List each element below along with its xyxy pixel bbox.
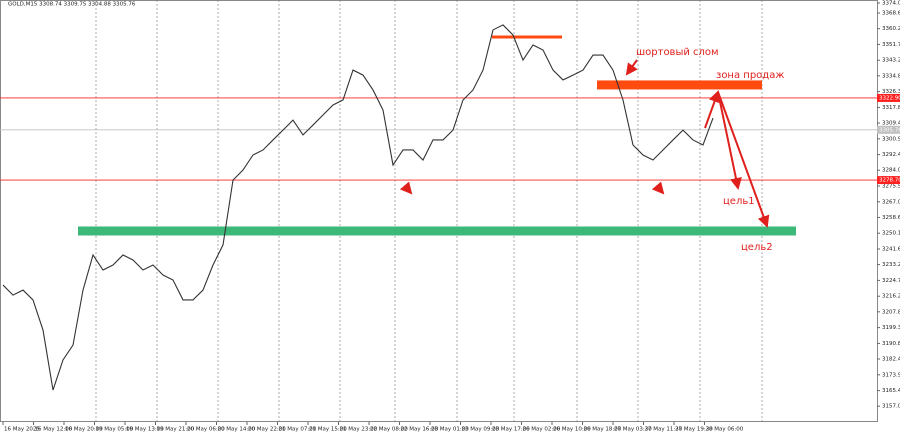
x-tick-label: 20 May 14:00 xyxy=(218,427,256,433)
price-level-box xyxy=(877,93,900,102)
x-tick-label: 19 May 21:00 xyxy=(157,427,195,433)
arrow xyxy=(651,181,665,195)
y-tick-label: 3157.00 xyxy=(882,404,900,410)
y-tick-label: 3207.80 xyxy=(882,309,900,315)
y-tick-label: 3309.40 xyxy=(882,121,900,127)
x-tick-label: 22 May 16:00 xyxy=(401,427,439,433)
x-tick-label: 16 May 12:00 xyxy=(35,427,73,433)
y-tick-label: 3182.40 xyxy=(882,357,900,363)
x-tick-label: 27 May 03:30 xyxy=(614,427,652,433)
plot-frame xyxy=(0,0,878,422)
annotation: шортовый слом xyxy=(636,47,719,58)
x-tick-label: 26 May 02:00 xyxy=(523,427,561,433)
y-tick-label: 3241.60 xyxy=(882,247,900,253)
y-tick-label: 3351.70 xyxy=(882,42,900,48)
price-level-label: 3305.76 xyxy=(879,127,900,133)
y-tick-label: 3216.20 xyxy=(882,294,900,300)
x-tick-label: 27 May 11:30 xyxy=(645,427,683,433)
y-tick-label: 3267.00 xyxy=(882,199,900,205)
arrow xyxy=(717,91,770,228)
zone xyxy=(78,226,796,236)
x-tick-label: 19 May 05:00 xyxy=(96,427,134,433)
y-tick-label: 3250.10 xyxy=(882,231,900,237)
x-tick-label: 16 May 2025 xyxy=(4,427,40,433)
arrow xyxy=(399,181,413,195)
y-tick-label: 3368.60 xyxy=(882,11,900,17)
arrow xyxy=(717,91,742,190)
y-tick-label: 3292.40 xyxy=(882,152,900,158)
price-line xyxy=(2,24,714,391)
x-tick-label: 23 May 09:00 xyxy=(462,427,500,433)
zone xyxy=(597,80,762,90)
x-tick-label: 26 May 18:00 xyxy=(584,427,622,433)
arrow xyxy=(625,59,638,76)
x-tick-label: 22 May 08:00 xyxy=(370,427,408,433)
annotation: цель1 xyxy=(723,196,755,207)
y-tick-label: 3343.20 xyxy=(882,58,900,64)
x-tick-label: 20 May 06:00 xyxy=(187,427,225,433)
y-tick-label: 3224.70 xyxy=(882,278,900,284)
y-tick-label: 3326.30 xyxy=(882,89,900,95)
x-tick-label: 21 May 07:00 xyxy=(279,427,317,433)
x-tick-label: 21 May 15:00 xyxy=(309,427,347,433)
x-tick-label: 28 May 06:00 xyxy=(706,427,744,433)
x-tick-label: 26 May 10:00 xyxy=(553,427,591,433)
y-tick-label: 3360.20 xyxy=(882,26,900,32)
arrow xyxy=(704,90,721,129)
x-tick-label: 16 May 20:00 xyxy=(65,427,103,433)
y-tick-label: 3300.90 xyxy=(882,136,900,142)
price-level-box xyxy=(877,176,900,185)
annotation: зона продаж xyxy=(716,70,784,81)
y-tick-label: 3173.90 xyxy=(882,372,900,378)
y-tick-label: 3233.20 xyxy=(882,262,900,268)
y-tick-label: 3165.40 xyxy=(882,388,900,394)
price-level-box xyxy=(877,125,900,134)
y-tick-label: 3199.30 xyxy=(882,325,900,331)
y-tick-label: 3334.80 xyxy=(882,73,900,79)
x-tick-label: 20 May 22:00 xyxy=(248,427,286,433)
x-tick-label: 27 May 19:30 xyxy=(675,427,713,433)
annotation: цель2 xyxy=(741,242,773,253)
x-tick-label: 21 May 23:00 xyxy=(340,427,378,433)
y-tick-label: 3284.00 xyxy=(882,168,900,174)
y-tick-label: 3317.80 xyxy=(882,105,900,111)
x-tick-label: 23 May 01:00 xyxy=(431,427,469,433)
x-tick-label: 19 May 13:00 xyxy=(126,427,164,433)
y-tick-label: 3275.50 xyxy=(882,184,900,190)
y-tick-label: 3258.60 xyxy=(882,215,900,221)
y-tick-label: 3374.00 xyxy=(882,1,900,7)
price-level-label: 3322.90 xyxy=(879,95,900,101)
zone xyxy=(492,35,562,39)
price-level-label: 3278.70 xyxy=(879,178,900,184)
y-tick-label: 3190.80 xyxy=(882,341,900,347)
annotation-arrows xyxy=(399,59,770,228)
chart-title: GOLD,M15 3308.74 3309.75 3304.88 3305.76 xyxy=(8,2,136,8)
x-tick-label: 23 May 17:00 xyxy=(492,427,530,433)
